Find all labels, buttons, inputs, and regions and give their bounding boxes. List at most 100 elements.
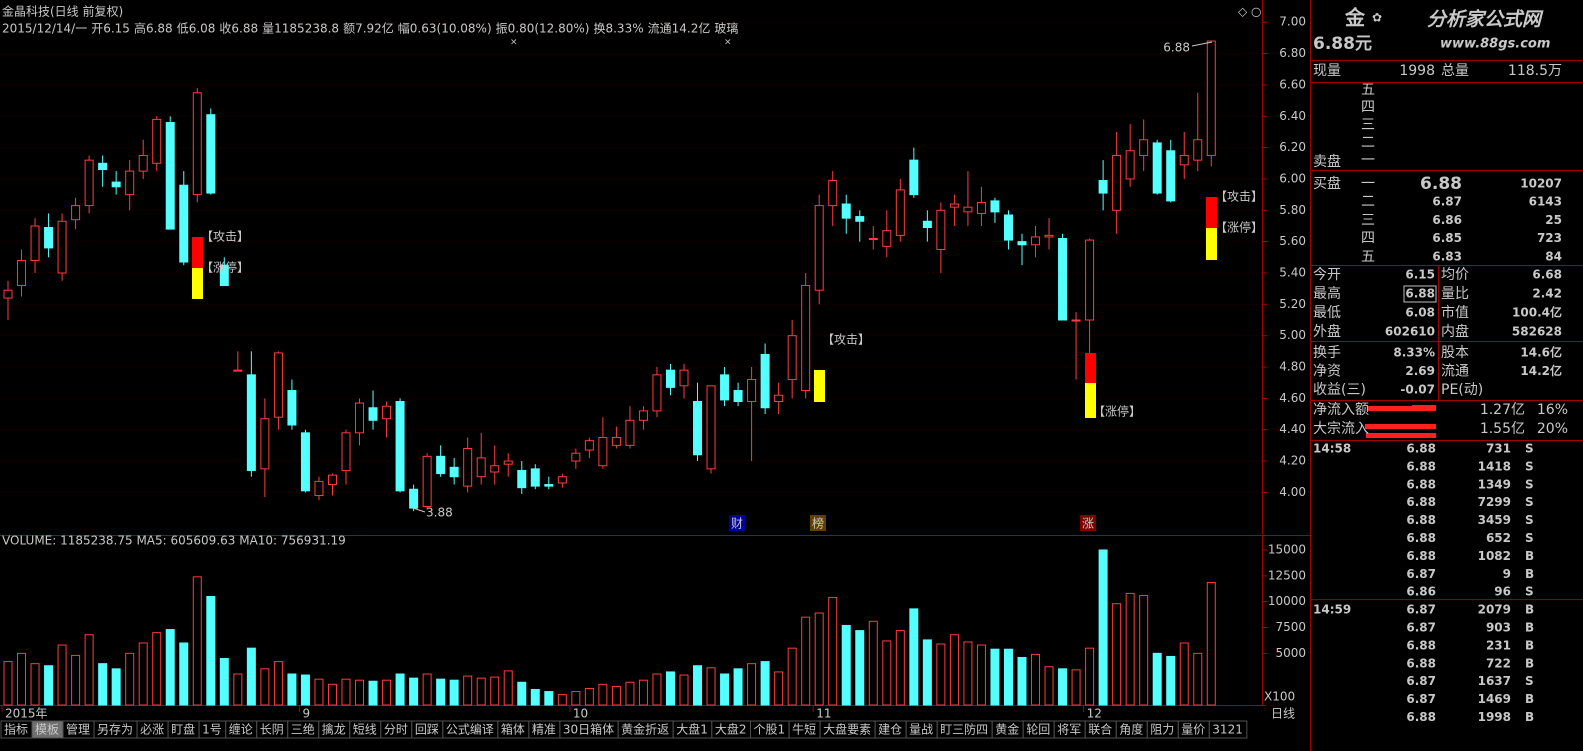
tab-label[interactable]: 个股1 <box>753 723 785 737</box>
volume-bar <box>125 652 135 706</box>
tab-label[interactable]: 长阴 <box>260 723 284 737</box>
tab[interactable]: 轮回 <box>1022 720 1055 739</box>
volume-bar <box>760 661 770 706</box>
tab[interactable]: 回踩 <box>411 720 444 739</box>
sell-label: 卖盘 <box>1313 153 1341 170</box>
tab[interactable]: 牛短 <box>788 720 821 739</box>
tab-label[interactable]: 指标 <box>4 722 28 737</box>
tab[interactable]: 量价 <box>1177 720 1210 739</box>
tab[interactable]: 30日箱体 <box>559 720 619 739</box>
tab-label[interactable]: 量价 <box>1181 723 1205 737</box>
event-mark-bg <box>729 515 745 531</box>
candle-body <box>327 474 337 486</box>
signal-bar <box>1085 353 1096 383</box>
tab-label[interactable]: 箱体 <box>501 722 525 737</box>
tab[interactable]: 分时 <box>380 720 413 739</box>
tab-label[interactable]: 精准 <box>532 723 556 737</box>
stat-label: 外盘 <box>1313 323 1341 340</box>
trade-price: 6.88 <box>1406 531 1436 545</box>
tab-label[interactable]: 模板 <box>35 723 59 737</box>
tab-label[interactable]: 大盘2 <box>715 722 747 737</box>
tab-label[interactable]: 公式编译 <box>446 722 494 737</box>
tab[interactable]: 精准 <box>528 720 561 739</box>
tab[interactable]: 公式编译 <box>442 720 499 739</box>
tab-label[interactable]: 盯三防四 <box>940 722 988 737</box>
tab[interactable]: 日线 <box>1266 705 1310 723</box>
y-tick-label: 7500 <box>1275 620 1306 634</box>
tab[interactable]: 联合 <box>1084 720 1117 739</box>
tab-label[interactable]: 缠论 <box>229 722 253 737</box>
candle-body <box>895 189 905 236</box>
candle-body <box>1085 239 1095 321</box>
tab-label[interactable]: 将军 <box>1057 723 1081 737</box>
tab-label[interactable]: 3121 <box>1212 723 1243 737</box>
tab-label[interactable]: 分时 <box>384 723 408 737</box>
flow-pct: 16% <box>1537 402 1568 418</box>
tab-label[interactable]: 黄金 <box>995 722 1019 737</box>
tab-label[interactable]: 回踩 <box>415 723 439 737</box>
tab[interactable]: 1号 <box>198 720 227 739</box>
tab[interactable]: 擒龙 <box>318 720 351 739</box>
tab-label[interactable]: 另存为 <box>97 723 133 737</box>
tab[interactable]: 建仓 <box>874 720 907 739</box>
tab[interactable]: 大盘要素 <box>819 720 876 739</box>
candle-body <box>17 259 27 287</box>
tab[interactable]: 指标 <box>0 720 33 739</box>
tab[interactable]: 必涨 <box>136 720 169 739</box>
trade-volume: 652 <box>1486 531 1511 545</box>
tab-label[interactable]: 盯盘 <box>171 722 195 737</box>
tab[interactable]: 大盘1 <box>672 720 713 739</box>
tab-label[interactable]: 三绝 <box>291 722 315 737</box>
tab-label[interactable]: 30日箱体 <box>563 722 614 737</box>
tab-label[interactable]: 角度 <box>1119 722 1143 737</box>
tab-label[interactable]: 阻力 <box>1150 723 1174 737</box>
tab[interactable]: 箱体 <box>497 720 530 739</box>
tab[interactable]: 量战 <box>905 720 938 739</box>
tab-label[interactable]: 黄金折返 <box>621 722 669 737</box>
marker: × <box>510 38 518 48</box>
tab-label[interactable]: 牛短 <box>792 722 816 737</box>
tab-label[interactable]: 大盘1 <box>676 722 708 737</box>
tab-label[interactable]: 大盘要素 <box>823 722 871 737</box>
tab[interactable]: 短线 <box>349 720 382 739</box>
tab[interactable]: 模板 <box>31 720 64 739</box>
candle-body <box>1139 139 1149 156</box>
tab-label[interactable]: 短线 <box>353 723 377 737</box>
icon[interactable]: ◇ ○ <box>1238 5 1262 19</box>
x-tick-label: 9 <box>302 707 310 721</box>
tab[interactable]: 个股1 <box>749 720 790 739</box>
trade-side: B <box>1525 656 1534 670</box>
buy-label: 买盘 <box>1313 175 1341 192</box>
tab[interactable]: 盯盘 <box>167 720 200 739</box>
tab[interactable]: 角度 <box>1115 720 1148 739</box>
tab-label[interactable]: 擒龙 <box>322 722 346 737</box>
tab[interactable]: 将军 <box>1053 720 1086 739</box>
tab[interactable]: 黄金 <box>991 720 1024 739</box>
tab[interactable]: 黄金折返 <box>617 720 674 739</box>
volume-bar <box>706 667 716 706</box>
stat-label: PE(动) <box>1441 382 1483 398</box>
tab[interactable]: 大盘2 <box>711 720 751 739</box>
trade-price: 6.87 <box>1406 692 1436 706</box>
tab[interactable]: 长阴 <box>256 720 289 739</box>
tab-label[interactable]: 管理 <box>66 722 90 737</box>
tab[interactable]: 3121 <box>1208 720 1248 739</box>
stat-value: 602610 <box>1385 325 1435 339</box>
tab[interactable]: 三绝 <box>287 720 320 739</box>
tab-label[interactable]: 必涨 <box>140 722 164 737</box>
candle-body <box>1112 154 1122 211</box>
tab-label[interactable]: 轮回 <box>1026 723 1050 737</box>
tab-label[interactable]: 1号 <box>202 723 222 737</box>
period-label[interactable]: 日线 <box>1271 707 1295 721</box>
tab-label[interactable]: 量战 <box>909 723 933 737</box>
tab-label[interactable]: 建仓 <box>878 723 902 737</box>
tab-label[interactable]: 联合 <box>1088 722 1112 737</box>
trade-side: S <box>1525 674 1534 688</box>
tab[interactable]: 缠论 <box>225 720 258 739</box>
tab[interactable]: 另存为 <box>93 720 138 739</box>
tab[interactable]: 阻力 <box>1146 720 1179 739</box>
trade-price: 6.88 <box>1406 638 1436 652</box>
quote-cell: 总量 <box>1441 63 1469 79</box>
tab[interactable]: 盯三防四 <box>936 720 993 739</box>
tab[interactable]: 管理 <box>62 720 95 739</box>
